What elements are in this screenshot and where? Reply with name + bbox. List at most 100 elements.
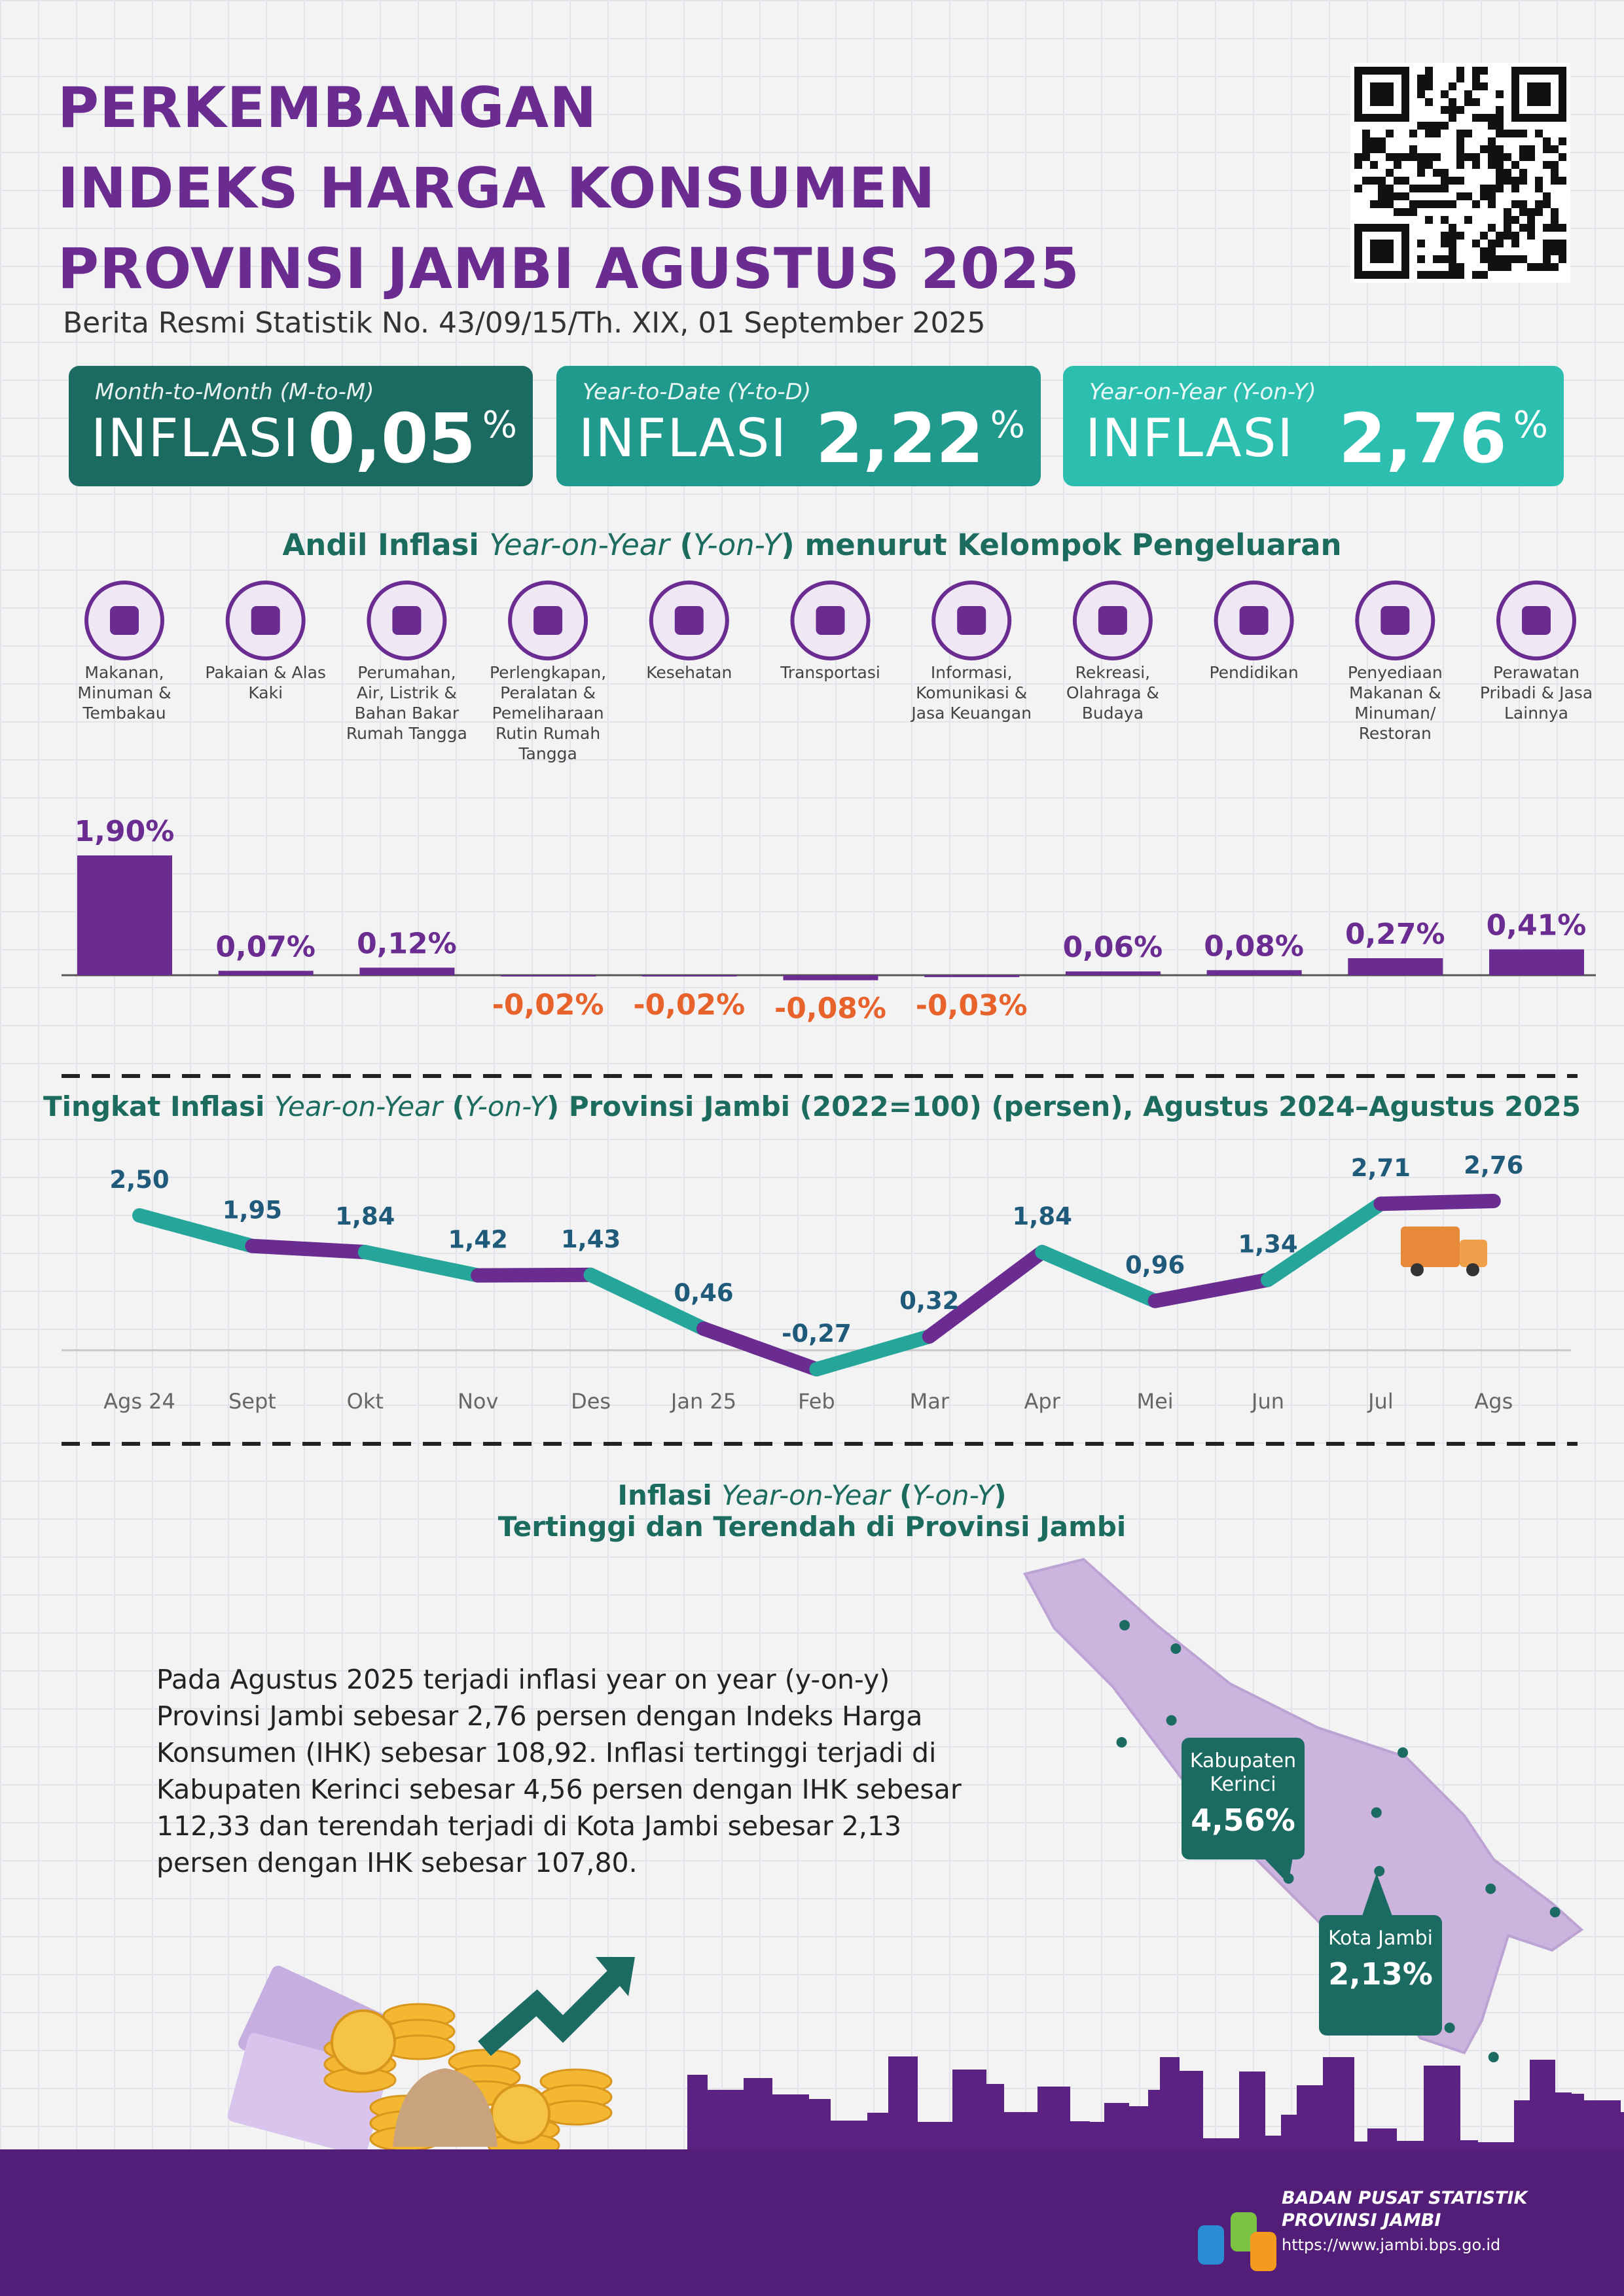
qr-cell: [1425, 185, 1433, 192]
qr-cell: [1456, 145, 1464, 153]
qr-cell: [1362, 153, 1370, 161]
qr-cell: [1441, 200, 1449, 208]
callout-name: Kota Jambi: [1327, 1927, 1434, 1950]
category-icon: [790, 581, 871, 660]
qr-cell: [1535, 177, 1543, 185]
value-label: 1,90%: [75, 815, 175, 848]
qr-cell: [1370, 177, 1378, 185]
qr-cell: [1456, 192, 1464, 200]
value-label: 0,96: [1125, 1251, 1185, 1280]
qr-cell: [1449, 177, 1456, 185]
icon-glyph: [533, 606, 563, 635]
icon-glyph: [1239, 606, 1269, 635]
qr-cell: [1425, 98, 1433, 106]
category-icon: [1355, 581, 1435, 660]
qr-cell: [1456, 263, 1464, 271]
qr-cell: [1496, 130, 1504, 137]
category-label: Pendidikan: [1209, 663, 1299, 682]
qr-cell: [1464, 90, 1472, 98]
title-text: ) menurut Kelompok Pengeluaran: [781, 528, 1342, 562]
qr-cell: [1488, 145, 1496, 153]
line-segment: [357, 1245, 486, 1283]
callout-name: Kabupaten Kerinci: [1189, 1749, 1297, 1796]
qr-cell: [1551, 263, 1559, 271]
title-italic: Y-on-Y: [693, 528, 782, 562]
card-label: INFLASI: [579, 408, 787, 469]
qr-cell: [1441, 90, 1449, 98]
qr-cell: [1527, 216, 1535, 224]
card-number: 0,05%: [308, 403, 517, 475]
qr-cell: [1417, 153, 1425, 161]
paragraph: Pada Agustus 2025 terjadi inflasi year o…: [156, 1664, 962, 1878]
qr-cell: [1441, 232, 1449, 240]
qr-cell: [1417, 185, 1425, 192]
card-value: 2,22: [816, 399, 984, 478]
qr-cell: [1362, 130, 1370, 137]
qr-cell: [1488, 263, 1496, 271]
icon-glyph: [1522, 606, 1551, 635]
qr-cell: [1519, 177, 1527, 185]
qr-cell: [1472, 240, 1480, 247]
callout-value: 2,13%: [1328, 1956, 1433, 1992]
qr-cell: [1464, 98, 1472, 106]
value-label: 2,50: [109, 1166, 169, 1194]
qr-cell: [1464, 192, 1472, 200]
qr-cell: [1488, 255, 1496, 263]
card-row: INFLASI 0,05%: [91, 403, 517, 475]
qr-cell: [1519, 224, 1527, 232]
category-icon: [1214, 581, 1294, 660]
category-icon: [84, 581, 164, 660]
truck-wheel: [1466, 1263, 1479, 1276]
qr-cell: [1449, 271, 1456, 279]
growth-arrow: [478, 1963, 629, 2056]
qr-cell: [1535, 130, 1543, 137]
x-tick-label: Apr: [1024, 1389, 1061, 1414]
card-unit: %: [1513, 404, 1548, 446]
category-label: Perumahan, Air, Listrik & Bahan Bakar Ru…: [346, 663, 467, 743]
x-tick-label: Nov: [458, 1389, 498, 1414]
skyline: [687, 2056, 1624, 2153]
map-dot: [1116, 1737, 1127, 1748]
line-segment: [1373, 1194, 1501, 1211]
qr-cell: [1472, 98, 1480, 106]
qr-cell: [1456, 153, 1464, 161]
callout-pointer: [1362, 1873, 1393, 1918]
qr-cell: [1511, 130, 1519, 137]
value-label: 0,32: [899, 1287, 959, 1315]
qr-cell: [1511, 232, 1519, 240]
qr-cell: [1496, 177, 1504, 185]
qr-cell: [1559, 153, 1566, 161]
qr-cell: [1543, 161, 1551, 169]
qr-cell: [1456, 106, 1464, 114]
qr-cell: [1449, 240, 1456, 247]
icon-glyph: [110, 606, 139, 635]
qr-cell: [1417, 240, 1425, 247]
qr-cell: [1504, 216, 1511, 224]
title-text: (: [890, 1479, 912, 1511]
qr-cell: [1488, 161, 1496, 169]
qr-cell: [1425, 122, 1433, 130]
qr-cell: [1378, 177, 1386, 185]
card-number: 2,22%: [816, 403, 1025, 475]
value-label: 0,46: [674, 1279, 733, 1307]
qr-cell: [1354, 185, 1362, 192]
qr-cell: [1551, 177, 1559, 185]
value-label: 0,06%: [1063, 931, 1163, 964]
qr-cell: [1378, 192, 1386, 200]
line-segment: [809, 1329, 937, 1376]
qr-cell: [1456, 177, 1464, 185]
qr-cell: [1401, 192, 1409, 200]
qr-cell: [1441, 106, 1449, 114]
category-label: Makanan, Minuman & Tembakau: [77, 663, 171, 723]
line-segment: [245, 1238, 372, 1260]
qr-cell: [1464, 130, 1472, 137]
inflation-card: Year-to-Date (Y-to-D) INFLASI 2,22%: [556, 366, 1041, 486]
category-icon: [931, 581, 1012, 660]
map-dot: [1374, 1865, 1385, 1876]
inflation-card: Month-to-Month (M-to-M) INFLASI 0,05%: [69, 366, 533, 486]
qr-cell: [1441, 169, 1449, 177]
category-label: Kesehatan: [646, 663, 732, 682]
qr-cell: [1543, 137, 1551, 145]
qr-cell: [1378, 185, 1386, 192]
